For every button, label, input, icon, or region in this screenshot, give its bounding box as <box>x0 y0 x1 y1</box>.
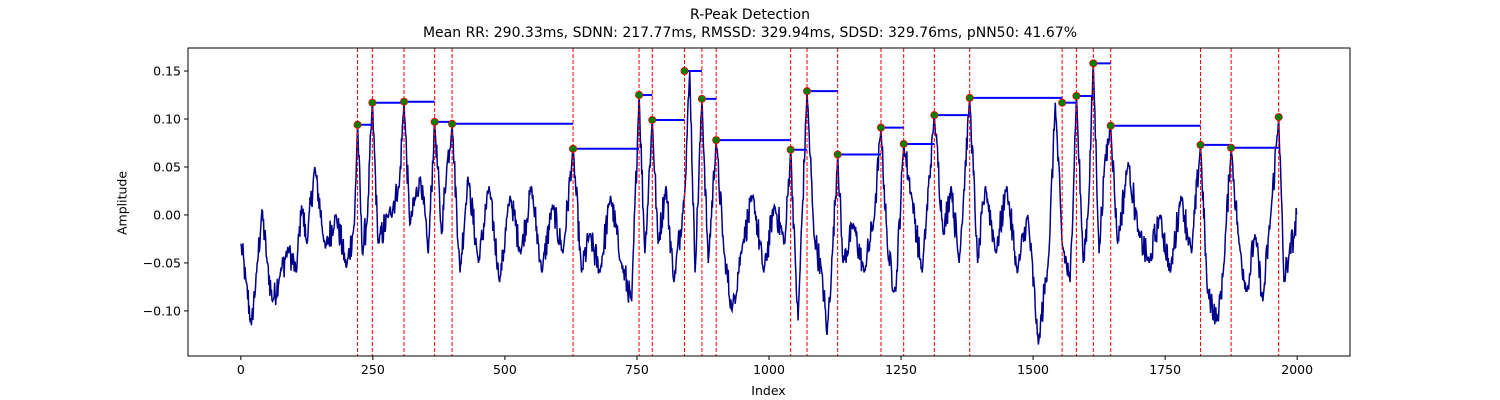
r-peak-point-19 <box>1072 91 1081 100</box>
x-tick-label-3: 750 <box>625 362 649 377</box>
r-peak-point-0 <box>353 120 362 129</box>
plot-frame <box>187 47 1351 357</box>
x-tick-label-7: 1750 <box>1149 362 1181 377</box>
r-peak-point-21 <box>1106 121 1115 130</box>
y-tick-label-0: −0.10 <box>143 303 181 318</box>
ecg-signal-line <box>240 63 1298 345</box>
y-tick-label-2: 0.00 <box>153 207 181 222</box>
x-tick-label-8: 2000 <box>1281 362 1313 377</box>
r-peak-point-18 <box>1058 98 1067 107</box>
x-tick-label-0: 0 <box>237 362 245 377</box>
r-peak-point-7 <box>648 115 657 124</box>
r-peak-point-12 <box>803 87 812 96</box>
chart-subtitle: Mean RR: 290.33ms, SDNN: 217.77ms, RMSSD… <box>422 25 1078 41</box>
r-peak-point-20 <box>1089 59 1098 68</box>
r-peak-point-17 <box>965 93 974 102</box>
r-peak-point-23 <box>1227 143 1236 152</box>
r-peak-point-15 <box>899 139 908 148</box>
r-peak-point-9 <box>697 94 706 103</box>
r-peak-point-1 <box>368 98 377 107</box>
y-tick-label-4: 0.10 <box>153 112 181 127</box>
chart-title: R-Peak Detection <box>690 7 810 23</box>
y-tick-label-1: −0.05 <box>143 255 181 270</box>
r-peak-point-3 <box>430 117 439 126</box>
r-peak-point-10 <box>712 136 721 145</box>
r-peak-point-24 <box>1274 113 1283 122</box>
x-tick-label-6: 1500 <box>1017 362 1049 377</box>
x-tick-label-1: 250 <box>361 362 385 377</box>
x-tick-label-2: 500 <box>493 362 517 377</box>
r-peak-point-2 <box>400 97 409 106</box>
y-axis-label: Amplitude <box>114 170 130 236</box>
r-peak-point-6 <box>635 91 644 100</box>
x-axis-label: Index <box>751 383 786 398</box>
r-peak-point-22 <box>1196 140 1205 149</box>
x-tick-label-5: 1250 <box>885 362 917 377</box>
r-peak-point-8 <box>680 67 689 76</box>
y-tick-label-5: 0.15 <box>153 64 181 79</box>
r-peak-point-4 <box>448 119 457 128</box>
r-peak-point-13 <box>833 150 842 159</box>
r-peak-point-16 <box>930 111 939 120</box>
x-tick-label-4: 1000 <box>753 362 785 377</box>
y-tick-label-3: 0.05 <box>153 159 181 174</box>
r-peak-point-5 <box>569 144 578 153</box>
r-peak-point-14 <box>876 123 885 132</box>
r-peak-point-11 <box>786 145 795 154</box>
